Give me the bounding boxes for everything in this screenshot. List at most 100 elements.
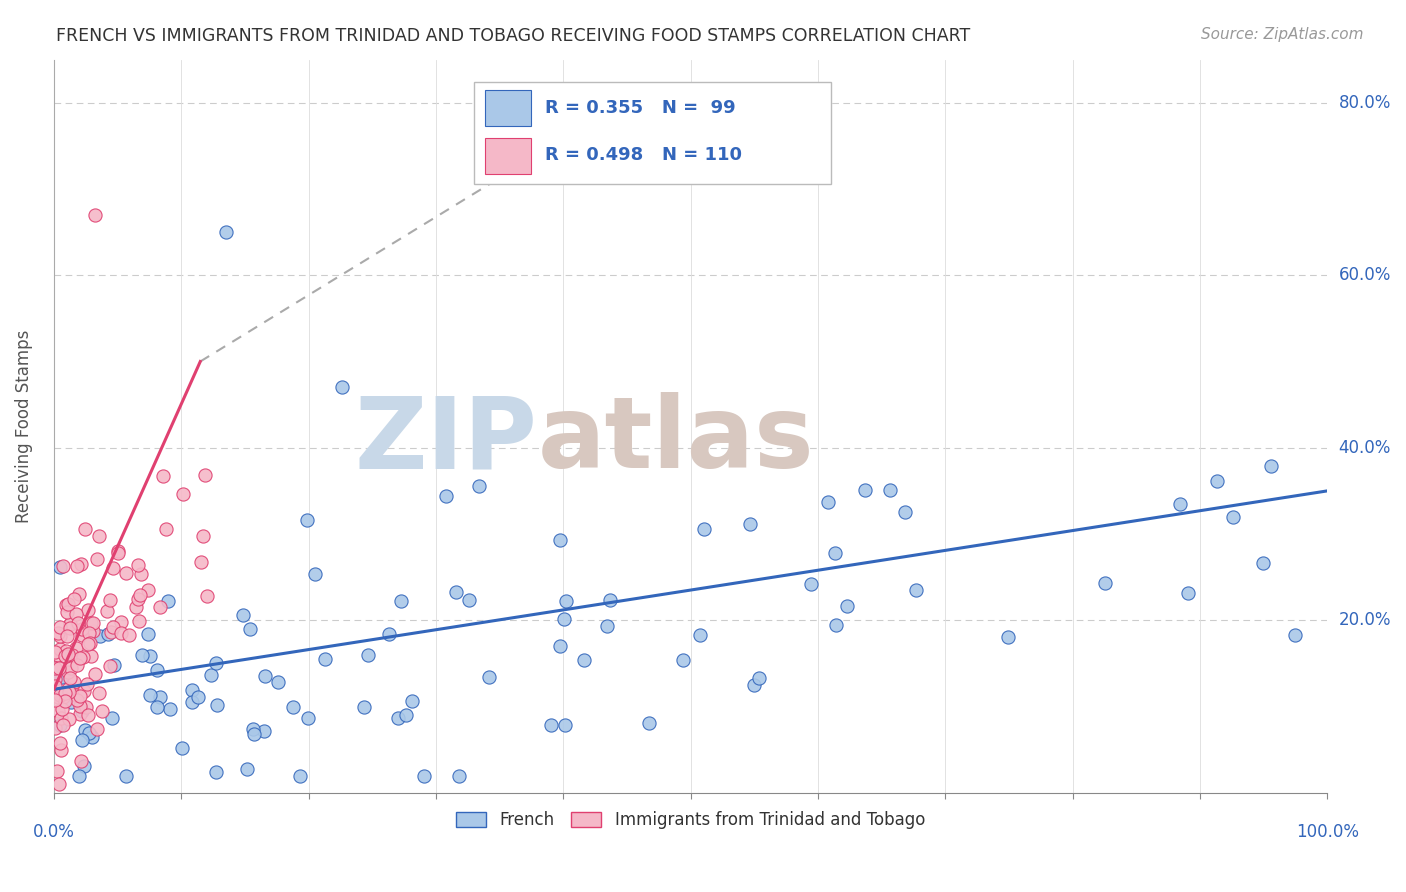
Point: [748, 671, 770, 685]
Point: [128, 614, 150, 628]
Point: [181, 683, 204, 698]
Point: [689, 628, 711, 642]
Point: [114, 566, 136, 580]
Point: [242, 723, 264, 737]
Point: [59, 616, 82, 631]
Point: [194, 468, 217, 483]
Point: [73, 522, 96, 536]
Point: [66, 693, 89, 707]
Point: [91, 704, 114, 718]
Point: [172, 486, 194, 500]
Y-axis label: Receiving Food Stamps: Receiving Food Stamps: [15, 329, 32, 523]
Text: 20.0%: 20.0%: [1339, 611, 1391, 629]
Point: [46, 626, 69, 640]
Point: [297, 513, 319, 527]
Point: [152, 468, 174, 483]
Legend: French, Immigrants from Trinidad and Tobago: French, Immigrants from Trinidad and Tob…: [450, 805, 932, 836]
Point: [817, 494, 839, 508]
Text: 0.0%: 0.0%: [32, 823, 75, 841]
Point: [44, 693, 66, 707]
Point: [51, 743, 73, 757]
Point: [44, 721, 66, 735]
Point: [446, 585, 468, 599]
Point: [156, 593, 179, 607]
Point: [44, 645, 66, 659]
Point: [693, 523, 716, 537]
Point: [548, 639, 571, 653]
Point: [139, 688, 162, 702]
Point: [49, 642, 72, 657]
Point: [44, 661, 66, 675]
Point: [80, 730, 103, 744]
Point: [80, 615, 103, 630]
Point: [98, 658, 121, 673]
Point: [77, 726, 100, 740]
Point: [69, 699, 91, 714]
Point: [1251, 556, 1274, 570]
Point: [136, 627, 159, 641]
Point: [51, 670, 73, 684]
Point: [77, 707, 100, 722]
Point: [67, 768, 90, 782]
Point: [1094, 576, 1116, 591]
Point: [131, 648, 153, 663]
Point: [1168, 497, 1191, 511]
Point: [401, 694, 423, 708]
Point: [127, 592, 149, 607]
Point: [51, 702, 73, 716]
Point: [149, 690, 172, 705]
Point: [672, 653, 695, 667]
Point: [110, 626, 132, 640]
Point: [86, 551, 108, 566]
Point: [195, 590, 218, 604]
Point: [1205, 474, 1227, 488]
Point: [412, 768, 434, 782]
Point: [49, 670, 72, 684]
Point: [86, 723, 108, 737]
Point: [56, 629, 79, 643]
Point: [89, 630, 111, 644]
Point: [51, 558, 73, 573]
Point: [72, 649, 94, 664]
Point: [387, 711, 409, 725]
Point: [77, 637, 100, 651]
Point: [574, 653, 596, 667]
Point: [58, 621, 80, 635]
Point: [239, 622, 262, 636]
Point: [236, 762, 259, 776]
Point: [44, 679, 66, 693]
Point: [170, 741, 193, 756]
Point: [46, 704, 69, 718]
Point: [48, 620, 70, 634]
Point: [738, 517, 761, 532]
Point: [44, 686, 66, 700]
Point: [75, 700, 97, 714]
Point: [55, 648, 77, 663]
Point: [215, 225, 238, 239]
Text: ZIP: ZIP: [354, 392, 537, 490]
Point: [59, 671, 82, 685]
Point: [59, 616, 82, 631]
Point: [56, 681, 79, 696]
Point: [53, 694, 76, 708]
Point: [70, 754, 93, 768]
Point: [77, 603, 100, 617]
Point: [100, 625, 122, 640]
Point: [58, 665, 80, 680]
Point: [70, 622, 93, 636]
Point: [800, 577, 823, 591]
Point: [84, 666, 107, 681]
Point: [904, 583, 927, 598]
Point: [45, 764, 67, 778]
Point: [540, 717, 562, 731]
Point: [149, 599, 172, 614]
Point: [66, 616, 89, 631]
Point: [97, 627, 120, 641]
Point: [253, 723, 276, 738]
Point: [107, 546, 129, 560]
Point: [83, 208, 105, 222]
Point: [554, 594, 576, 608]
Point: [65, 641, 87, 656]
Point: [82, 615, 104, 630]
Point: [824, 546, 846, 560]
